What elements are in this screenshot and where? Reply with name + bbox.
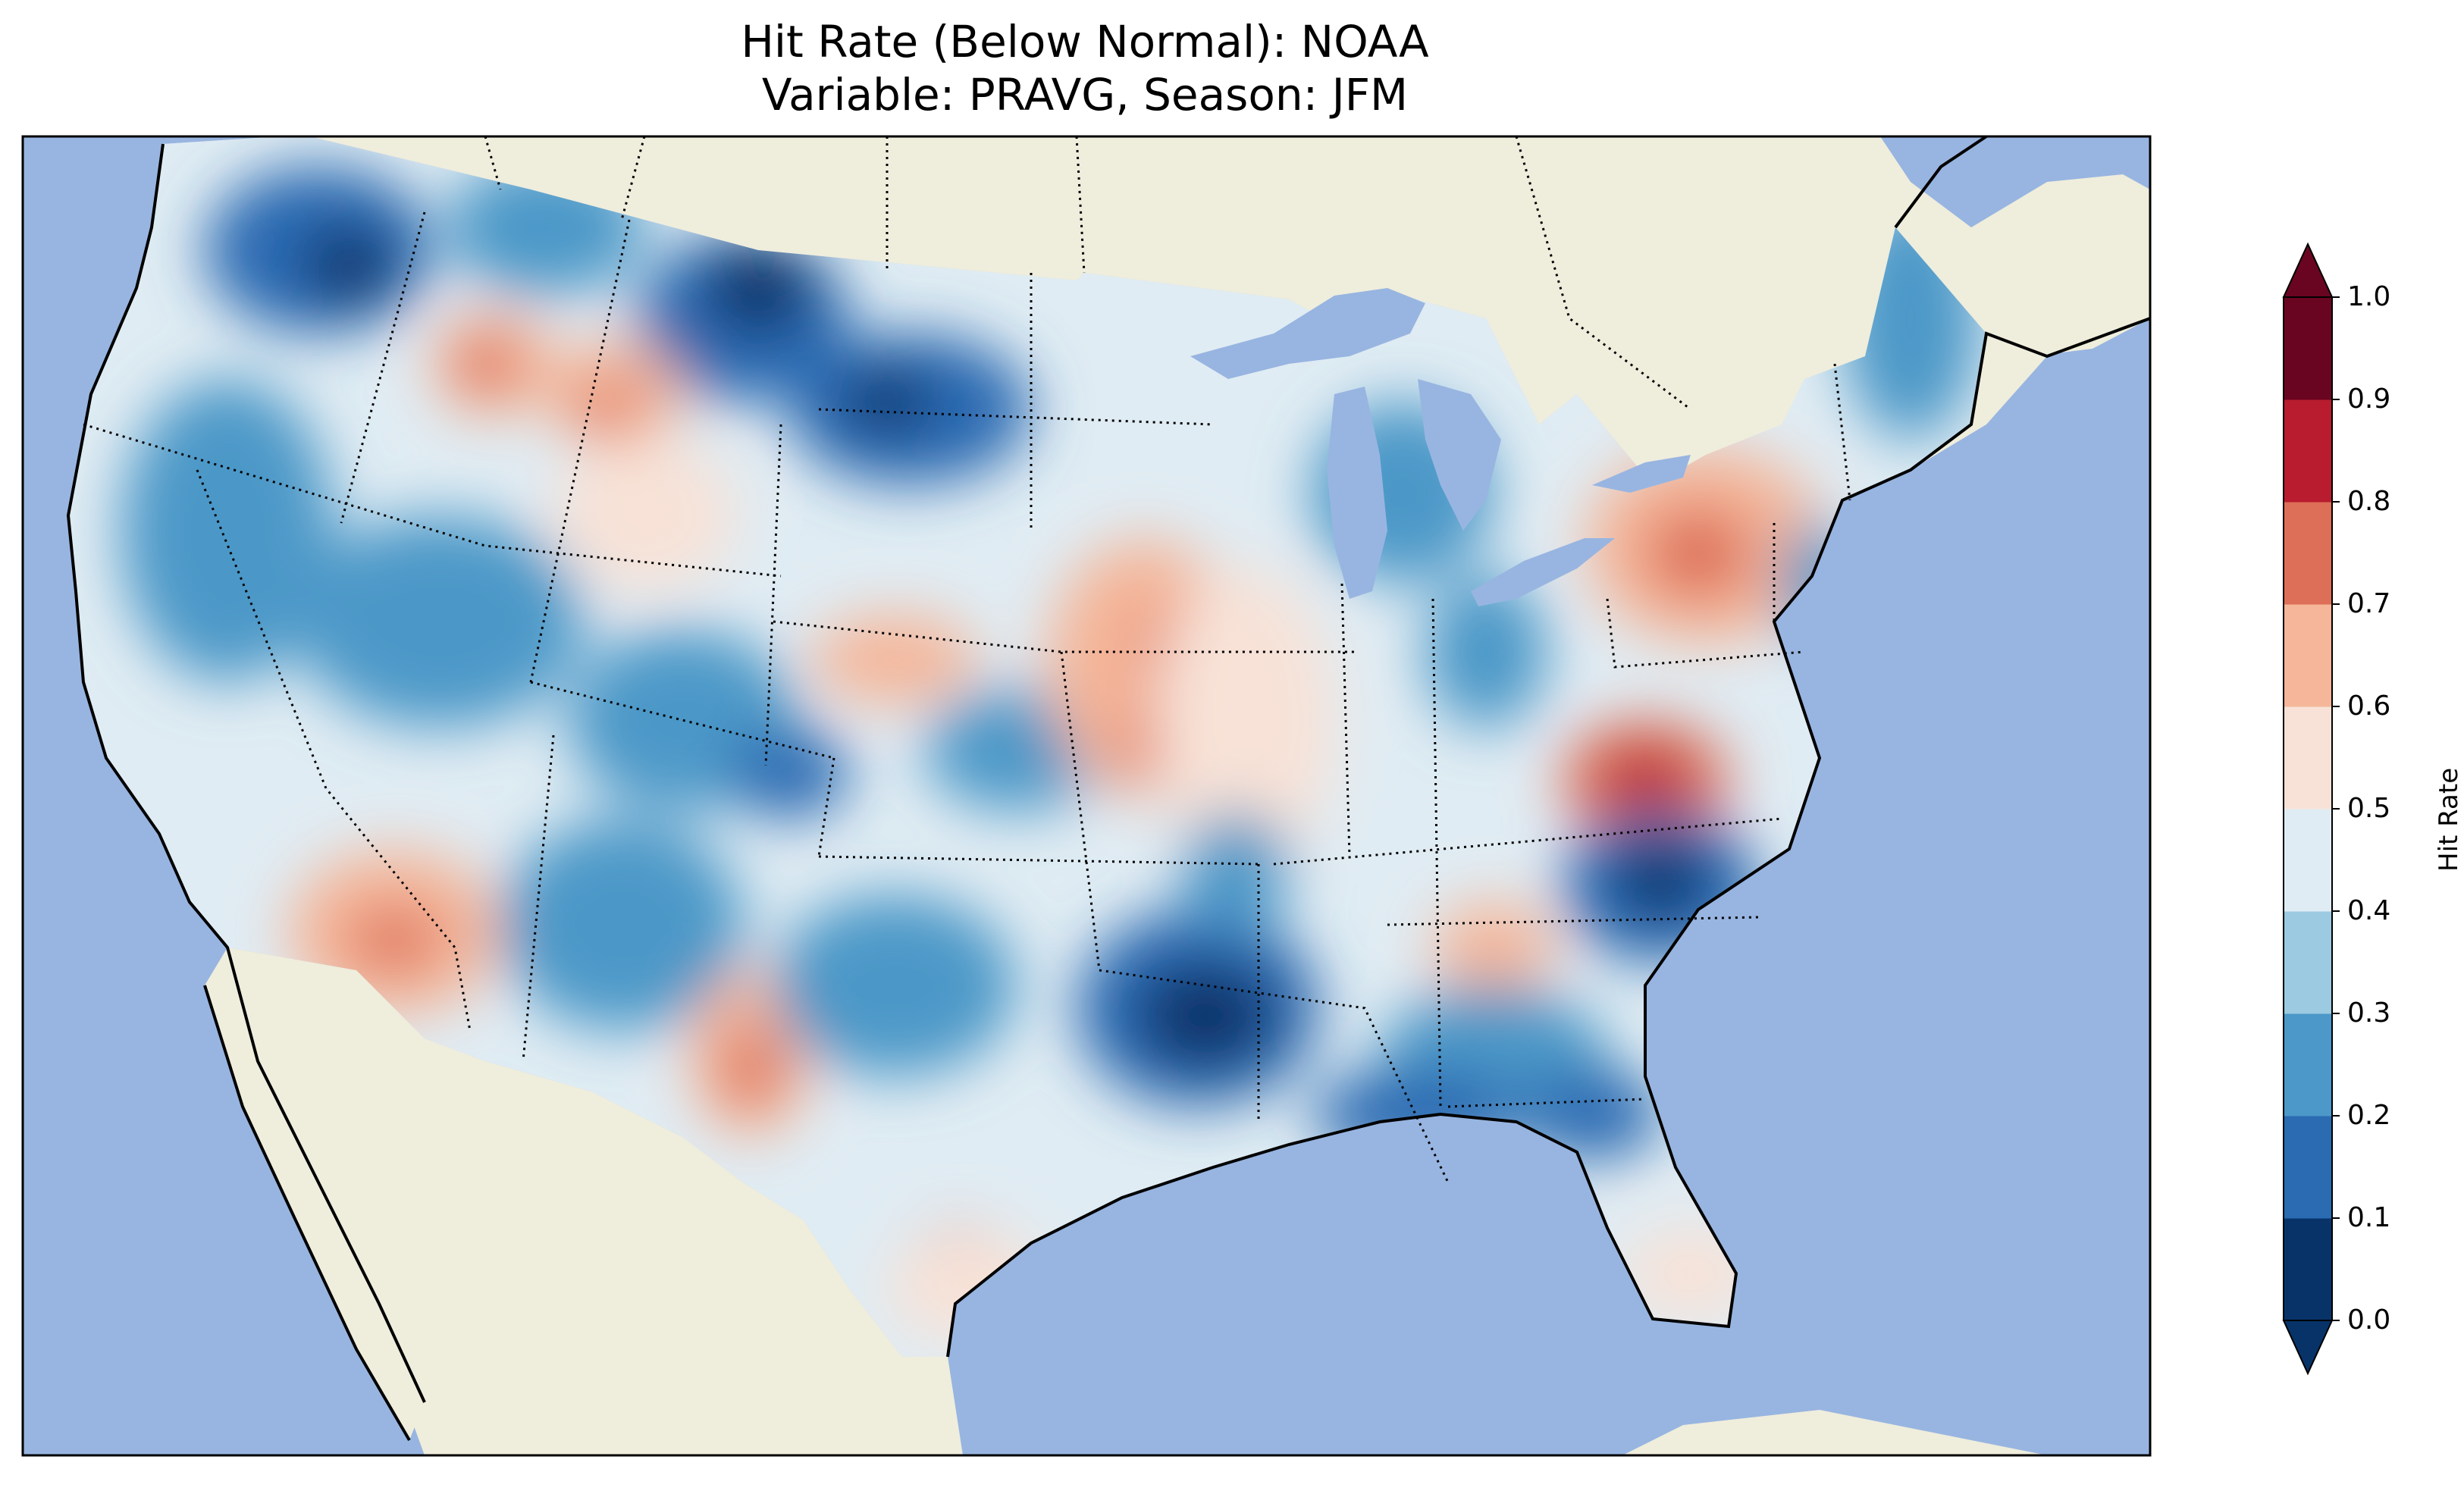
lake-huron bbox=[1418, 379, 1501, 531]
colorbar-bin bbox=[2284, 1218, 2332, 1321]
lake-ontario bbox=[1592, 455, 1691, 493]
province-borders bbox=[484, 136, 1691, 411]
map-title: Hit Rate (Below Normal): NOAA bbox=[741, 16, 1429, 67]
colorbar-tick-label: 0.8 bbox=[2347, 486, 2391, 517]
nova-scotia bbox=[2002, 250, 2150, 356]
colorbar-bin bbox=[2284, 809, 2332, 912]
colorbar-tick-label: 0.1 bbox=[2347, 1202, 2391, 1233]
colorbar-tick-label: 0.0 bbox=[2347, 1305, 2391, 1336]
colorbar-tick-label: 0.7 bbox=[2347, 588, 2391, 619]
colorbar-bin bbox=[2284, 604, 2332, 707]
coastlines bbox=[66, 136, 2150, 1442]
colorbar-tick-label: 1.0 bbox=[2347, 281, 2391, 312]
lake-superior bbox=[1190, 288, 1425, 379]
colorbar-tick-label: 0.2 bbox=[2347, 1100, 2391, 1131]
colorbar-tick-label: 0.9 bbox=[2347, 384, 2391, 415]
lake-michigan bbox=[1327, 387, 1387, 599]
colorbar-tick-label: 0.6 bbox=[2347, 691, 2391, 722]
colorbar-bin bbox=[2284, 297, 2332, 400]
colorbar-extend-min bbox=[2282, 1320, 2334, 1376]
colorbar-bin bbox=[2284, 1013, 2332, 1117]
colorbar bbox=[2282, 242, 2340, 1376]
colorbar-tick-label: 0.4 bbox=[2347, 895, 2391, 926]
colorbar-bin bbox=[2284, 706, 2332, 810]
colorbar-label: Hit Rate bbox=[2434, 767, 2464, 872]
map-subtitle: Variable: PRAVG, Season: JFM bbox=[761, 69, 1409, 121]
colorbar-bin bbox=[2284, 1116, 2332, 1219]
colorbar-bin bbox=[2284, 502, 2332, 605]
mexico-land bbox=[227, 947, 963, 1455]
colorbar-tick-label: 0.5 bbox=[2347, 793, 2391, 824]
colorbar-bin bbox=[2284, 399, 2332, 503]
lake-erie bbox=[1471, 538, 1615, 606]
map-frame bbox=[23, 136, 2150, 1455]
cuba-land bbox=[1622, 1410, 2047, 1455]
state-borders bbox=[83, 211, 1851, 1183]
baja-peninsula bbox=[205, 947, 425, 1440]
hit-rate-field bbox=[68, 136, 1986, 1357]
colorbar-extend-max bbox=[2282, 242, 2334, 298]
map-border bbox=[21, 135, 2152, 1457]
colorbar-bin bbox=[2284, 911, 2332, 1014]
canada-land bbox=[163, 136, 2150, 500]
colorbar-tick-label: 0.3 bbox=[2347, 998, 2391, 1029]
